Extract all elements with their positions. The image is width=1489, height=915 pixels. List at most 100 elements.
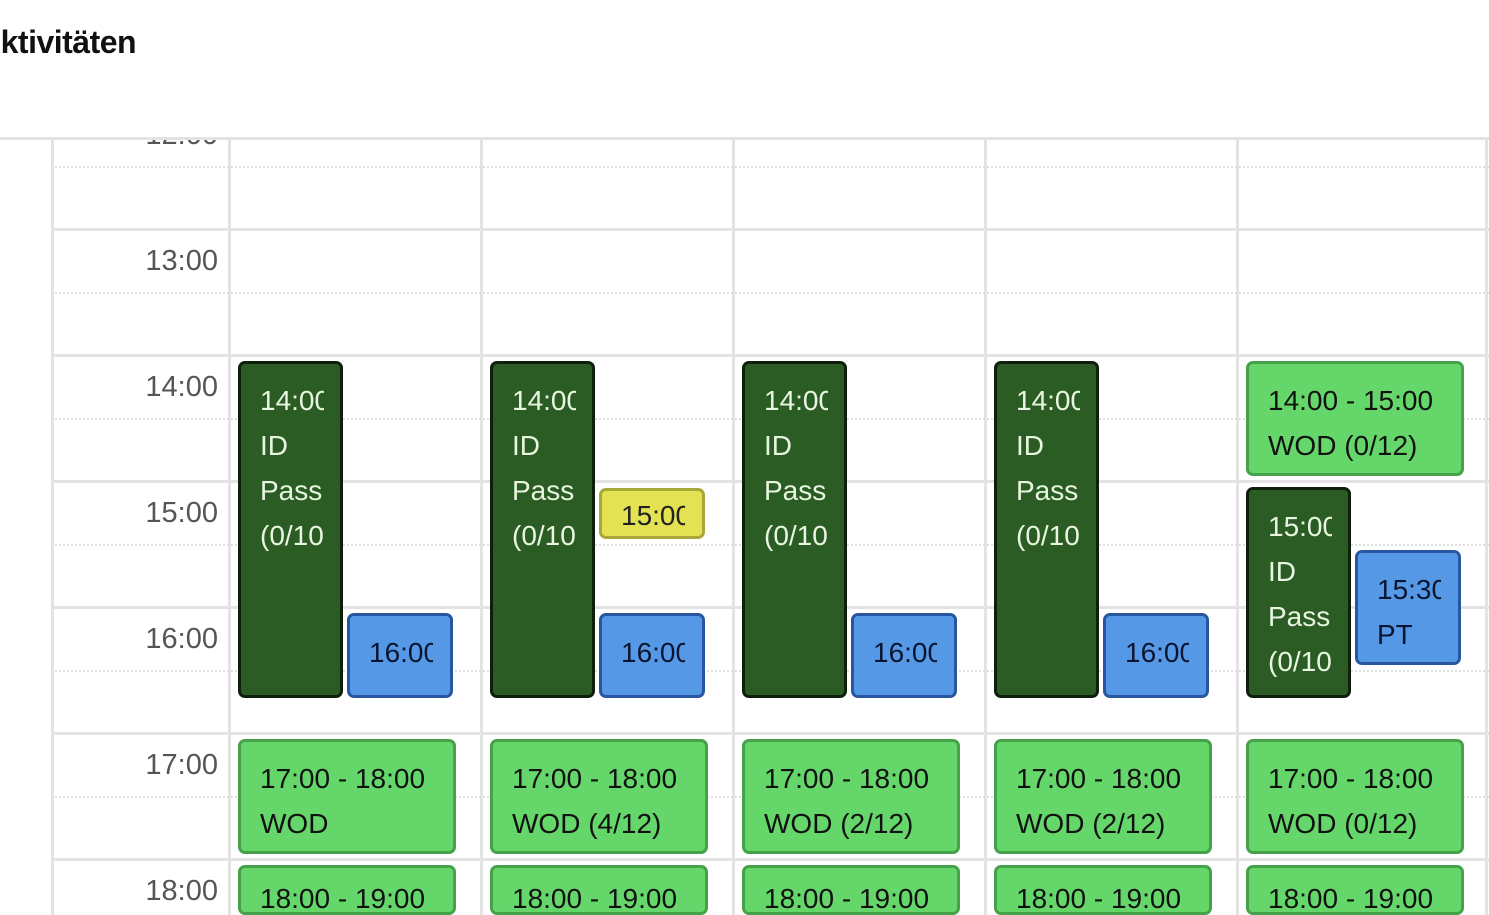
column-divider xyxy=(1485,140,1488,915)
event-content: 18:00 - 19:00 xyxy=(512,876,705,914)
event-content: 14:00 ID Pass (0/10) xyxy=(1016,378,1080,558)
calendar-event-day4[interactable]: 17:00 - 18:00 WOD (2/12) xyxy=(994,739,1212,854)
calendar-event-day3[interactable]: 14:00 ID Pass (0/10) xyxy=(742,361,847,698)
event-content: 16:00 xyxy=(621,630,685,675)
event-text-line: (0/10) xyxy=(1016,520,1080,551)
event-text-line: 16:00 xyxy=(1125,637,1189,668)
time-label: 13:00 xyxy=(145,245,218,277)
column-divider xyxy=(228,140,231,915)
time-label: 14:00 xyxy=(145,371,218,403)
calendar-event-day3[interactable]: 17:00 - 18:00 WOD (2/12) xyxy=(742,739,960,854)
calendar-event-day5[interactable]: 14:00 - 15:00 WOD (0/12) xyxy=(1246,361,1464,476)
calendar-event-day1[interactable]: 16:00 xyxy=(347,613,453,698)
event-text-line: WOD (4/12) xyxy=(512,808,662,839)
event-content: 16:00 xyxy=(873,630,937,675)
hour-divider xyxy=(52,858,1489,861)
column-divider xyxy=(984,140,987,915)
event-content: 16:00 xyxy=(369,630,433,675)
event-text-line: 17:00 - 18:00 xyxy=(260,763,426,794)
calendar-event-day4[interactable]: 14:00 ID Pass (0/10) xyxy=(994,361,1099,698)
column-divider xyxy=(480,140,483,915)
event-content: 17:00 - 18:00 WOD (2/12) xyxy=(764,756,957,846)
calendar-event-day2[interactable]: 14:00 ID Pass (0/10) xyxy=(490,361,595,698)
calendar-event-day5[interactable]: 17:00 - 18:00 WOD (0/12) xyxy=(1246,739,1464,854)
event-content: 18:00 - 19:00 xyxy=(1268,876,1461,914)
calendar-event-day4[interactable]: 16:00 xyxy=(1103,613,1209,698)
event-content: 17:00 - 18:00 WOD xyxy=(260,756,453,846)
half-hour-divider xyxy=(52,292,1489,294)
event-text-line: 15:00 xyxy=(621,500,685,531)
event-text-line: ID xyxy=(512,430,540,461)
event-content: 16:00 xyxy=(1125,630,1189,675)
calendar-event-day3[interactable]: 18:00 - 19:00 xyxy=(742,865,960,915)
calendar-week-grid: 12:00 13:00 14:00 15:00 16:00 17:00 18:00 14:00… xyxy=(0,137,1489,915)
event-content: 17:00 - 18:00 WOD (0/12) xyxy=(1268,756,1461,846)
time-label: 16:00 xyxy=(145,623,218,655)
event-text-line: ID xyxy=(1268,556,1296,587)
event-text-line: Pass xyxy=(764,475,827,506)
event-text-line: Pass xyxy=(1268,601,1331,632)
calendar-event-day2[interactable]: 17:00 - 18:00 WOD (4/12) xyxy=(490,739,708,854)
event-text-line: (0/10) xyxy=(1268,646,1332,677)
event-text-line: 14:00 - 15:00 xyxy=(1268,385,1434,416)
event-text-line: (0/10) xyxy=(512,520,576,551)
event-text-line: (0/10) xyxy=(260,520,324,551)
calendar-event-day2[interactable]: 15:00 xyxy=(599,488,705,539)
event-text-line: PT xyxy=(1377,619,1413,650)
event-text-line: ID xyxy=(1016,430,1044,461)
event-text-line: 16:00 xyxy=(369,637,433,668)
event-text-line: 18:00 - 19:00 xyxy=(1268,883,1434,914)
event-text-line: Pass xyxy=(1016,475,1079,506)
half-hour-divider xyxy=(52,166,1489,168)
event-content: 17:00 - 18:00 WOD (2/12) xyxy=(1016,756,1209,846)
event-content: 18:00 - 19:00 xyxy=(1016,876,1209,914)
calendar-event-day1[interactable]: 14:00 ID Pass (0/10) xyxy=(238,361,343,698)
calendar-event-day4[interactable]: 18:00 - 19:00 xyxy=(994,865,1212,915)
hour-divider xyxy=(52,354,1489,357)
event-text-line: 14:00 xyxy=(512,385,576,416)
calendar-scroll-area[interactable]: 12:00 13:00 14:00 15:00 16:00 17:00 18:00 14:00… xyxy=(0,140,1489,915)
event-text-line: 17:00 - 18:00 xyxy=(1268,763,1434,794)
event-content: 14:00 - 15:00 WOD (0/12) xyxy=(1268,378,1461,468)
event-text-line: (0/10) xyxy=(764,520,828,551)
event-content: 14:00 ID Pass (0/10) xyxy=(512,378,576,558)
calendar-event-day5[interactable]: 15:00 ID Pass (0/10) xyxy=(1246,487,1351,698)
event-text-line: 15:00 xyxy=(1268,511,1332,542)
event-text-line: 17:00 - 18:00 xyxy=(1016,763,1182,794)
calendar-event-day1[interactable]: 18:00 - 19:00 xyxy=(238,865,456,915)
event-text-line: 14:00 xyxy=(1016,385,1080,416)
event-content: 18:00 - 19:00 xyxy=(260,876,453,912)
event-text-line: 17:00 - 18:00 xyxy=(512,763,678,794)
time-label: 17:00 xyxy=(145,749,218,781)
event-text-line: 14:00 xyxy=(260,385,324,416)
event-content: 14:00 ID Pass (0/10) xyxy=(764,378,828,558)
event-text-line: 16:00 xyxy=(621,637,685,668)
event-content: 15:00 xyxy=(621,493,685,536)
event-content: 14:00 ID Pass (0/10) xyxy=(260,378,324,558)
event-text-line: ID xyxy=(764,430,792,461)
calendar-event-day5[interactable]: 18:00 - 19:00 xyxy=(1246,865,1464,915)
event-text-line: WOD (2/12) xyxy=(1016,808,1166,839)
event-content: 18:00 - 19:00 xyxy=(764,876,957,912)
calendar-event-day1[interactable]: 17:00 - 18:00 WOD xyxy=(238,739,456,854)
event-text-line: 15:30 xyxy=(1377,574,1441,605)
event-text-line: 16:00 xyxy=(873,637,937,668)
event-text-line: Pass xyxy=(260,475,323,506)
calendar-event-day3[interactable]: 16:00 xyxy=(851,613,957,698)
event-text-line: 18:00 - 19:00 xyxy=(1016,883,1182,914)
hour-divider xyxy=(52,228,1489,231)
calendar-event-day2[interactable]: 18:00 - 19:00 xyxy=(490,865,708,915)
event-text-line: 18:00 - 19:00 xyxy=(512,883,678,914)
calendar-event-day5[interactable]: 15:30 PT xyxy=(1355,550,1461,665)
event-text-line: ID xyxy=(260,430,288,461)
calendar-event-day2[interactable]: 16:00 xyxy=(599,613,705,698)
page-title: Aktivitäten xyxy=(0,24,137,60)
event-content: 15:30 PT xyxy=(1377,567,1441,657)
event-text-line: 17:00 - 18:00 xyxy=(764,763,930,794)
event-text-line: WOD (0/12) xyxy=(1268,430,1418,461)
time-label: 15:00 xyxy=(145,497,218,529)
column-divider xyxy=(1236,140,1239,915)
column-divider xyxy=(732,140,735,915)
column-divider xyxy=(51,140,54,915)
event-content: 15:00 ID Pass (0/10) xyxy=(1268,504,1332,684)
